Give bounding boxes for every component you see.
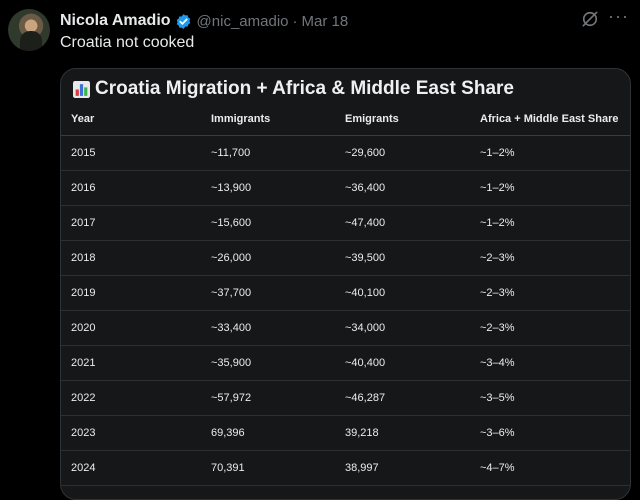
migration-table: Year Immigrants Emigrants Africa + Middl… — [61, 103, 630, 486]
column-header-year: Year — [61, 103, 201, 136]
share-cell: ~3–6% — [470, 415, 630, 451]
immigrants-cell: ~33,400 — [201, 310, 335, 346]
emigrants-cell: ~40,100 — [335, 275, 470, 311]
bar-chart-icon — [73, 80, 90, 98]
emigrants-cell: ~46,287 — [335, 380, 470, 416]
emigrants-cell: ~47,400 — [335, 205, 470, 241]
table-row: 2016 ~13,900 ~36,400 ~1–2% — [61, 170, 630, 206]
immigrants-cell: ~26,000 — [201, 240, 335, 276]
immigrants-cell: ~57,972 — [201, 380, 335, 416]
author-handle[interactable]: @nic_amadio — [196, 12, 289, 30]
emigrants-cell: ~34,000 — [335, 310, 470, 346]
share-cell: ~2–3% — [470, 275, 630, 311]
year-cell: 2015 — [61, 135, 201, 171]
table-row: 2019 ~37,700 ~40,100 ~2–3% — [61, 275, 630, 311]
table-row: 2018 ~26,000 ~39,500 ~2–3% — [61, 240, 630, 276]
immigrants-cell: ~13,900 — [201, 170, 335, 206]
share-cell: ~4–7% — [470, 450, 630, 486]
table-title-text: Croatia Migration + Africa & Middle East… — [95, 78, 514, 99]
table-row: 2020 ~33,400 ~34,000 ~2–3% — [61, 310, 630, 346]
year-cell: 2016 — [61, 170, 201, 206]
table-row: 2022 ~57,972 ~46,287 ~3–5% — [61, 380, 630, 416]
author-name[interactable]: Nicola Amadio — [60, 12, 171, 29]
emigrants-cell: 39,218 — [335, 415, 470, 451]
column-header-immigrants: Immigrants — [201, 103, 335, 136]
immigrants-cell: ~35,900 — [201, 345, 335, 381]
immigrants-cell: ~15,600 — [201, 205, 335, 241]
immigrants-cell: ~11,700 — [201, 135, 335, 171]
emigrants-cell: ~36,400 — [335, 170, 470, 206]
year-cell: 2021 — [61, 345, 201, 381]
emigrants-cell: ~29,600 — [335, 135, 470, 171]
immigrants-cell: 70,391 — [201, 450, 335, 486]
separator-dot: · — [292, 12, 298, 30]
table-header-row: Year Immigrants Emigrants Africa + Middl… — [61, 103, 630, 136]
year-cell: 2022 — [61, 380, 201, 416]
year-cell: 2018 — [61, 240, 201, 276]
share-cell: ~3–4% — [470, 345, 630, 381]
avatar[interactable] — [8, 9, 50, 51]
column-header-emigrants: Emigrants — [335, 103, 470, 136]
year-cell: 2019 — [61, 275, 201, 311]
share-cell: ~2–3% — [470, 310, 630, 346]
table-row: 2017 ~15,600 ~47,400 ~1–2% — [61, 205, 630, 241]
emigrants-cell: ~39,500 — [335, 240, 470, 276]
table-row: 2023 69,396 39,218 ~3–6% — [61, 415, 630, 451]
immigrants-cell: ~37,700 — [201, 275, 335, 311]
tweet-header: Nicola Amadio @nic_amadio · Mar 18 — [60, 10, 570, 32]
media-card[interactable]: Croatia Migration + Africa & Middle East… — [60, 68, 631, 500]
share-cell: ~3–5% — [470, 380, 630, 416]
share-cell: ~1–2% — [470, 135, 630, 171]
column-header-share: Africa + Middle East Share — [470, 103, 630, 136]
grok-icon[interactable] — [580, 9, 600, 29]
share-cell: ~1–2% — [470, 170, 630, 206]
tweet-text: Croatia not cooked — [60, 34, 195, 51]
verified-badge-icon — [176, 13, 190, 29]
year-cell: 2023 — [61, 415, 201, 451]
table-row: 2015 ~11,700 ~29,600 ~1–2% — [61, 135, 630, 171]
post-date[interactable]: Mar 18 — [301, 12, 349, 30]
more-icon[interactable]: ··· — [608, 6, 629, 26]
immigrants-cell: 69,396 — [201, 415, 335, 451]
emigrants-cell: 38,997 — [335, 450, 470, 486]
year-cell: 2020 — [61, 310, 201, 346]
emigrants-cell: ~40,400 — [335, 345, 470, 381]
share-cell: ~1–2% — [470, 205, 630, 241]
table-row: 2021 ~35,900 ~40,400 ~3–4% — [61, 345, 630, 381]
table-row: 2024 70,391 38,997 ~4–7% — [61, 450, 630, 486]
year-cell: 2024 — [61, 450, 201, 486]
table-title: Croatia Migration + Africa & Middle East… — [73, 78, 514, 100]
year-cell: 2017 — [61, 205, 201, 241]
share-cell: ~2–3% — [470, 240, 630, 276]
